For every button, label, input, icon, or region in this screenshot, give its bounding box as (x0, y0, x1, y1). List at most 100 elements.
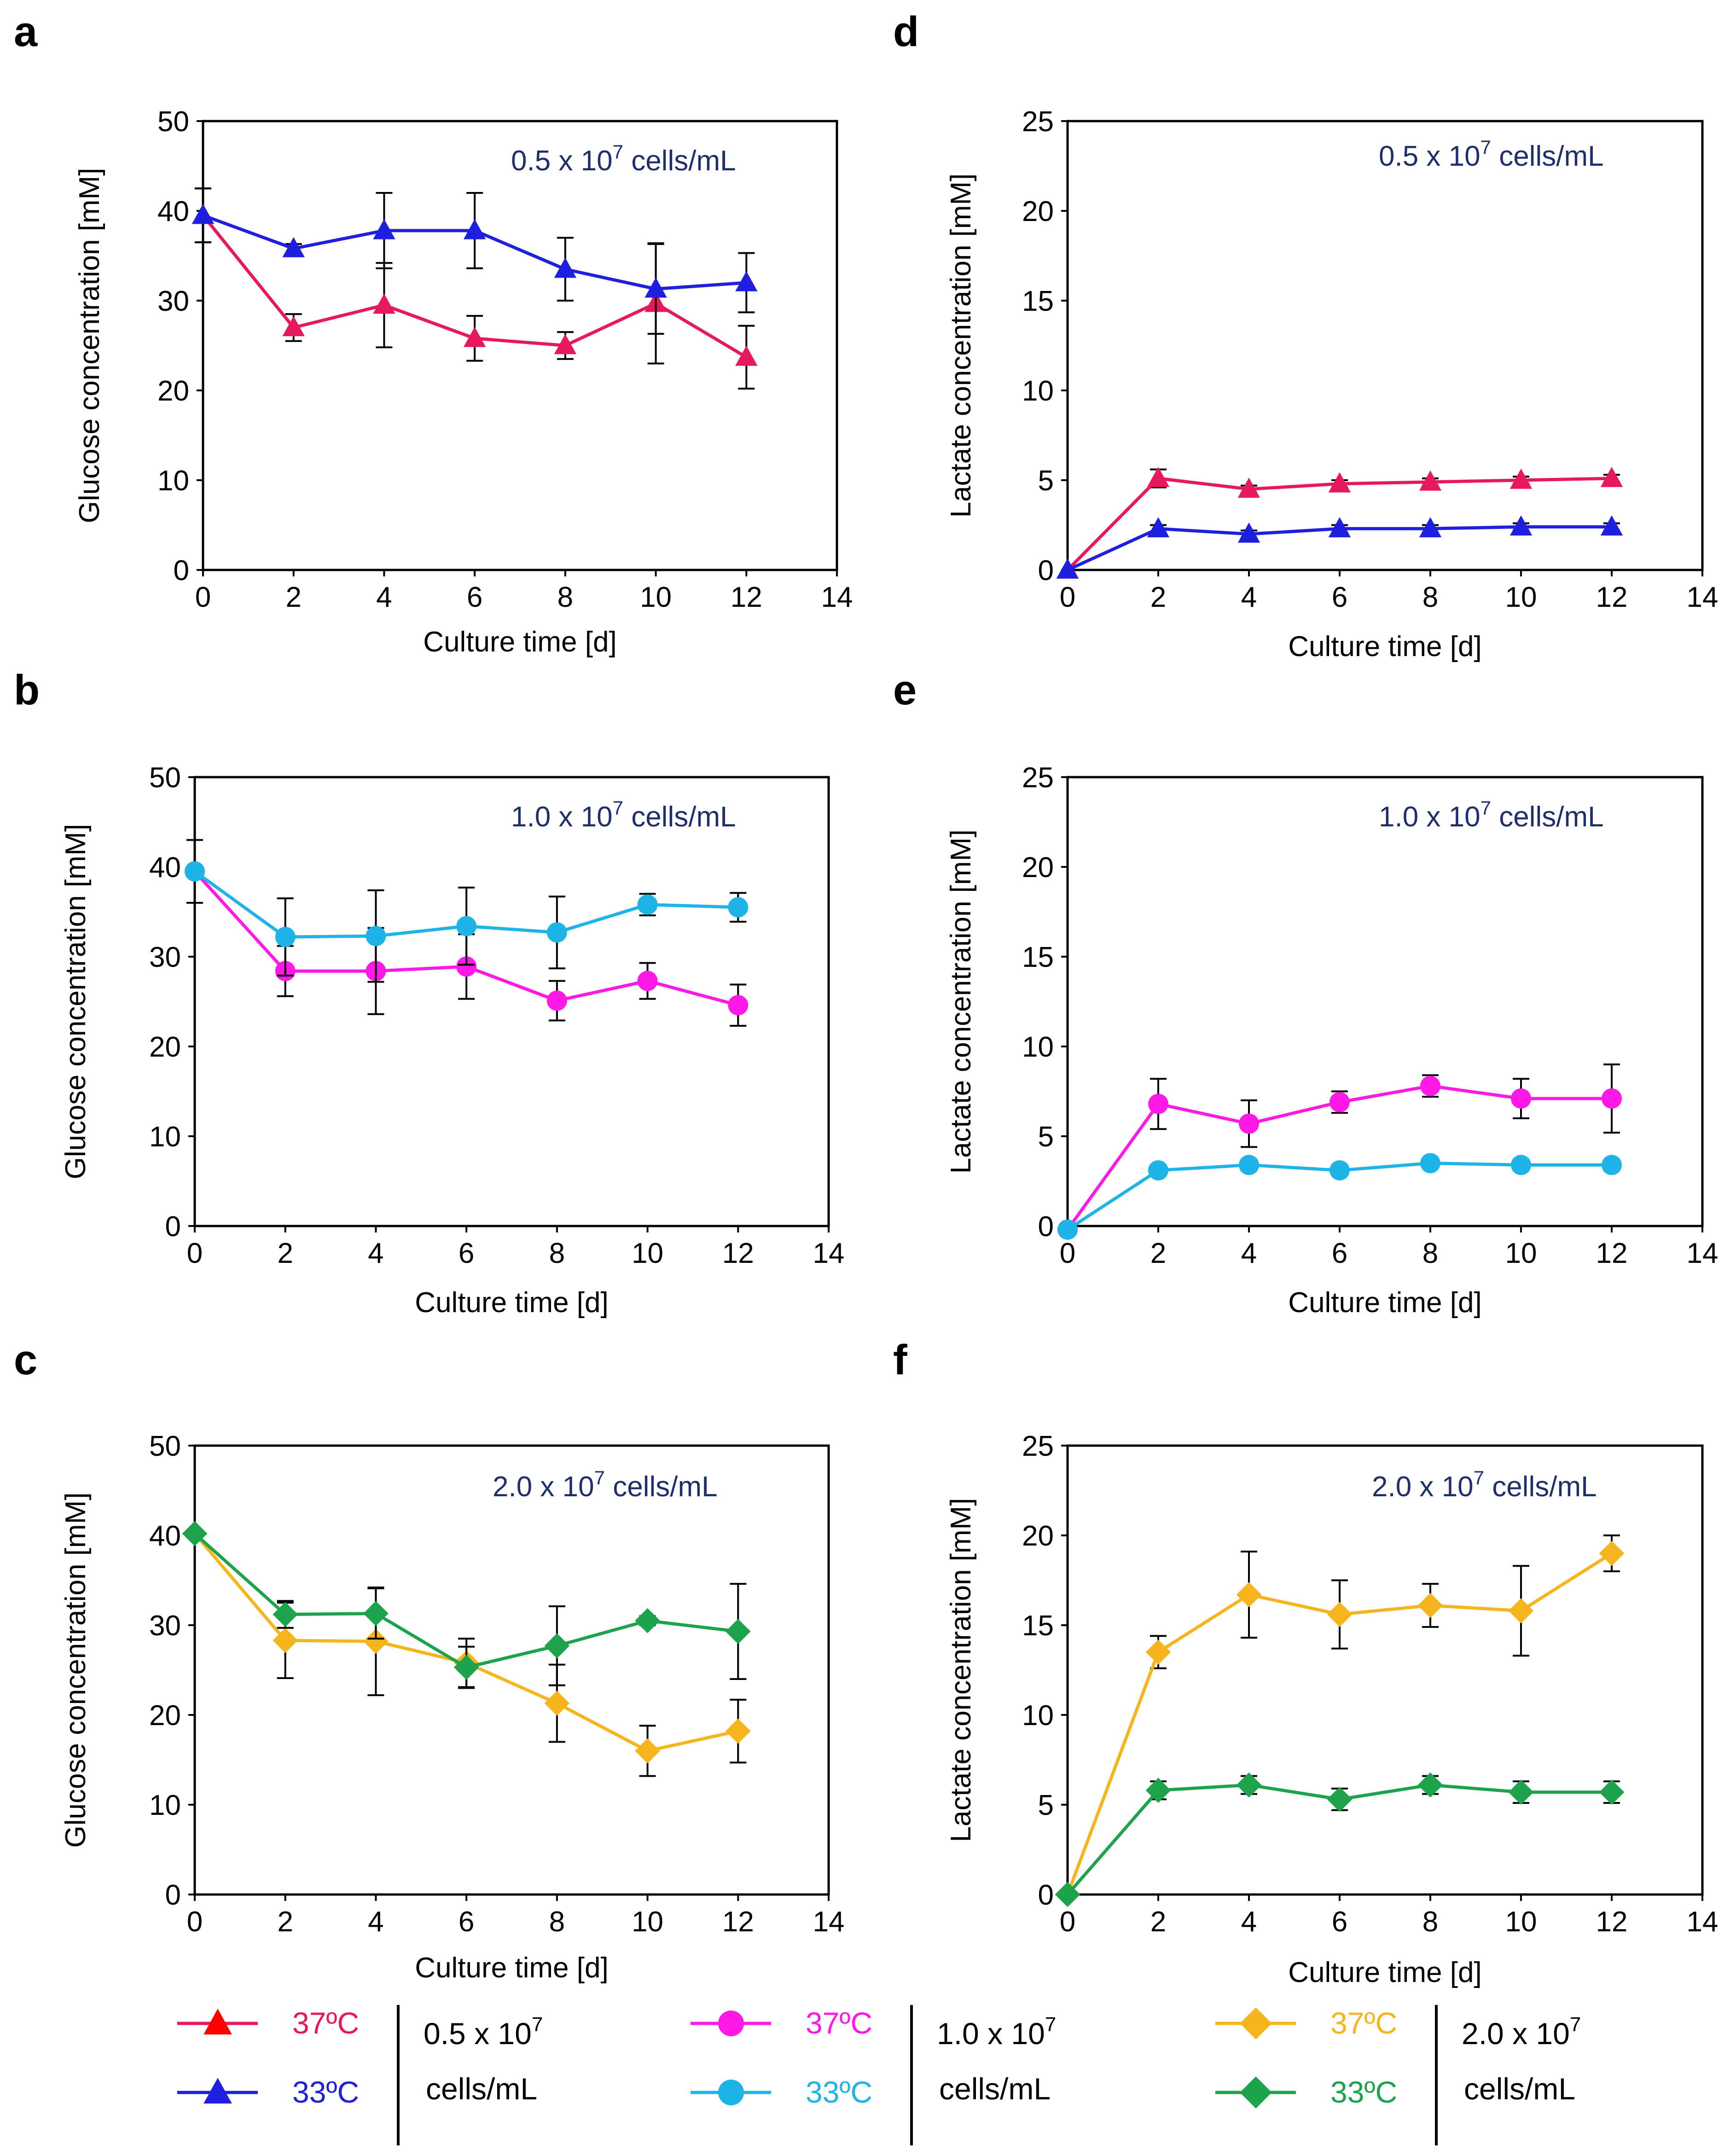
legend-group-3: 37ºC 33ºC 2.0 x 107 cells/mL (1215, 2005, 1581, 2145)
x-tick-label: 8 (557, 581, 573, 613)
density-unit: cells/mL (1484, 1471, 1597, 1503)
data-point (1511, 1155, 1531, 1175)
y-axis-label: Glucose concentration [mM] (60, 824, 92, 1180)
chart-panel-f: f 0 2 4 6 8 10 12 14 0 5 10 15 20 25 Culture time [d] La… (893, 1337, 1718, 1988)
density-annotation: 0.5 x 107 cells/mL (511, 141, 736, 177)
data-point (453, 1655, 479, 1680)
y-axis-label: Glucose concentration [mM] (60, 1493, 92, 1848)
x-axis-label: Culture time [d] (1288, 1287, 1481, 1319)
data-point (635, 1608, 660, 1633)
data-point (1508, 1598, 1534, 1624)
x-tick-label: 0 (195, 581, 211, 613)
x-tick-label: 14 (813, 1906, 845, 1938)
x-tick-label: 14 (1687, 1238, 1719, 1269)
x-tick-label: 2 (1150, 1238, 1166, 1269)
density-annotation: 2.0 x 107 cells/mL (1372, 1467, 1597, 1503)
x-tick-label: 4 (1241, 1238, 1257, 1269)
y-tick-label: 5 (1038, 1790, 1054, 1821)
data-point (1600, 515, 1623, 536)
x-tick-label: 14 (821, 581, 853, 613)
data-point (1419, 470, 1442, 491)
legend-label: 37ºC (292, 2006, 359, 2040)
plot-frame (193, 1444, 830, 1896)
density-number: 1.0 x 10 (1379, 801, 1481, 833)
x-tick-label: 10 (1505, 581, 1537, 613)
x-tick-label: 4 (368, 1238, 383, 1269)
legend-density-number: 2.0 x 10 (1462, 2017, 1570, 2051)
x-tick-label: 6 (1332, 1906, 1347, 1938)
y-tick-label: 10 (1022, 1031, 1054, 1063)
chart-panel-d: d 0 2 4 6 8 10 12 14 0 5 10 15 20 25 Culture time [d] La… (893, 8, 1718, 662)
data-point (1420, 1153, 1440, 1174)
y-tick-label: 10 (149, 1121, 181, 1153)
data-point (1330, 1092, 1350, 1112)
y-tick-label: 10 (1022, 1700, 1054, 1732)
density-annotation: 0.5 x 107 cells/mL (1379, 136, 1604, 172)
data-point (456, 956, 477, 977)
x-tick-label: 8 (1422, 1238, 1438, 1269)
x-tick-label: 0 (187, 1906, 203, 1938)
legend-label: 37ºC (1330, 2006, 1397, 2040)
density-exponent: 7 (613, 141, 623, 163)
density-annotation: 1.0 x 107 cells/mL (511, 797, 736, 833)
x-tick-label: 2 (285, 581, 301, 613)
y-tick-label: 0 (165, 1211, 181, 1243)
plot-frame (1066, 120, 1704, 571)
data-point (1057, 1219, 1078, 1240)
data-point (1148, 1160, 1168, 1181)
data-point (363, 1601, 389, 1626)
x-tick-label: 10 (632, 1238, 663, 1269)
legend-marker (1240, 2007, 1272, 2040)
data-point (275, 927, 296, 947)
data-point (463, 326, 486, 347)
density-unit: cells/mL (623, 801, 736, 833)
density-number: 2.0 x 10 (1372, 1471, 1474, 1503)
density-exponent: 7 (1474, 1467, 1484, 1488)
legend-density-unit: cells/mL (1464, 2072, 1575, 2106)
legend-density: 2.0 x 107 (1462, 2013, 1581, 2051)
data-point (1602, 1155, 1622, 1175)
x-tick-label: 4 (1241, 1906, 1257, 1938)
x-tick-label: 4 (376, 581, 392, 613)
data-point (1602, 1088, 1622, 1109)
data-point (1239, 1155, 1259, 1175)
chart-panel-a: a 0 2 4 6 8 10 12 14 0 10 20 30 40 50 Culture time [d] G… (14, 8, 853, 658)
series-33c (1056, 515, 1623, 579)
data-point (273, 1627, 298, 1653)
data-point (554, 334, 577, 354)
data-point (282, 237, 305, 257)
x-tick-label: 10 (1505, 1238, 1537, 1269)
plot-frame (202, 120, 838, 571)
y-tick-label: 30 (149, 1610, 181, 1642)
data-point (1328, 472, 1351, 493)
y-tick-label: 0 (1038, 1879, 1054, 1911)
data-point (1239, 1113, 1259, 1134)
y-tick-label: 40 (149, 1520, 181, 1552)
density-number: 0.5 x 10 (1379, 140, 1481, 172)
x-tick-label: 12 (731, 581, 762, 613)
data-point (637, 894, 658, 915)
density-unit: cells/mL (605, 1471, 718, 1503)
x-tick-label: 4 (1241, 581, 1257, 613)
y-axis-label: Lactate concentration [mM] (945, 174, 977, 518)
data-point (1236, 1772, 1262, 1798)
density-exponent: 7 (594, 1467, 605, 1488)
x-axis-label: Culture time [d] (415, 1287, 608, 1319)
legend-marker (718, 2011, 744, 2036)
x-tick-label: 2 (277, 1238, 293, 1269)
y-tick-label: 0 (1038, 1211, 1054, 1243)
data-point (373, 219, 395, 239)
density-number: 2.0 x 10 (493, 1471, 594, 1503)
x-tick-label: 2 (1150, 581, 1166, 613)
plot-frame (1066, 1444, 1704, 1896)
x-tick-label: 0 (1060, 1906, 1075, 1938)
data-point (1510, 515, 1533, 536)
x-tick-label: 6 (1332, 1238, 1347, 1269)
y-tick-label: 20 (1022, 852, 1054, 883)
data-point (1511, 1088, 1531, 1109)
data-point (1236, 1582, 1262, 1607)
data-point (182, 1521, 208, 1546)
y-tick-label: 10 (149, 1790, 181, 1821)
data-point (546, 990, 567, 1011)
